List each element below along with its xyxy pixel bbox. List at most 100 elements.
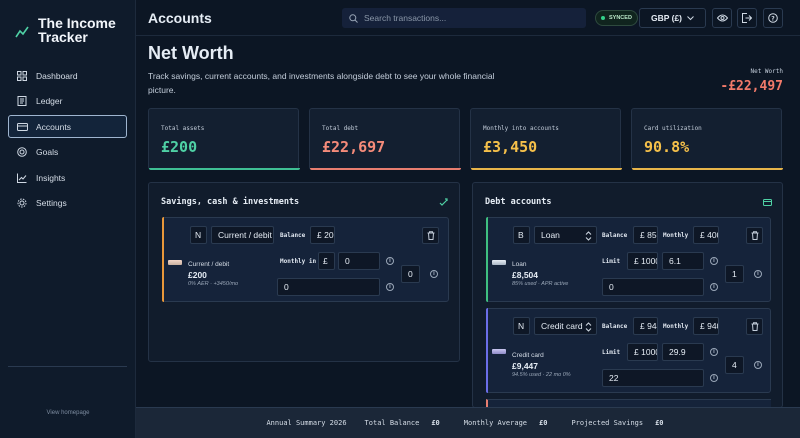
toggle-visibility-button[interactable]: [712, 8, 732, 28]
account-amount: £9,447: [512, 361, 538, 371]
currency-symbol: £: [634, 347, 639, 357]
info-icon[interactable]: i: [710, 257, 718, 265]
account-type-value: Loan: [541, 230, 560, 240]
info-icon[interactable]: i: [710, 374, 718, 382]
sidebar-item-settings[interactable]: Settings: [8, 192, 127, 215]
monthly-currency-box[interactable]: £: [318, 252, 335, 270]
account-type-select[interactable]: Loan: [534, 226, 597, 244]
panel-title: Savings, cash & investments: [161, 197, 300, 207]
gear-icon: [16, 197, 28, 209]
monthly-in-input[interactable]: 0: [338, 252, 380, 270]
balance-input[interactable]: £ 9447: [633, 317, 658, 335]
sidebar-item-accounts[interactable]: Accounts: [8, 115, 127, 138]
account-card-icon: [492, 260, 506, 265]
total-balance-value: £0: [431, 419, 440, 427]
sidebar-item-label: Insights: [36, 172, 66, 183]
currency-value: GBP (£): [650, 13, 683, 23]
monthly-input[interactable]: £ 940: [693, 317, 719, 335]
stat-value: £3,450: [483, 138, 538, 156]
ledger-icon: [16, 95, 28, 107]
sidebar-item-label: Goals: [36, 147, 59, 157]
account-color-stripe: [486, 217, 488, 302]
account-color-stripe: [486, 308, 488, 393]
sync-status-text: SYNCED: [609, 15, 632, 21]
account-color-stripe: [162, 217, 164, 302]
target-icon: [16, 146, 28, 158]
delete-account-button[interactable]: [422, 227, 439, 244]
savings-panel: Savings, cash & investments N Current / …: [148, 182, 460, 362]
search-input[interactable]: [364, 13, 564, 23]
info-icon[interactable]: i: [710, 283, 718, 291]
side-value-input[interactable]: 1: [725, 265, 744, 283]
sidebar-item-label: Accounts: [36, 121, 71, 132]
limit-label: Limit: [602, 258, 621, 265]
svg-text:?: ?: [771, 15, 775, 22]
monthly-average-label: Monthly Average: [463, 419, 527, 427]
account-type-name: Loan: [512, 261, 527, 268]
stat-card-card-utilization: Card utilization 90.8%: [631, 108, 783, 170]
sidebar-item-label: Settings: [36, 198, 67, 208]
info-icon[interactable]: i: [754, 361, 762, 369]
chart-icon: [16, 172, 28, 184]
delete-account-button[interactable]: [746, 318, 763, 335]
account-type-value: Current / debit: [218, 230, 272, 240]
side-value-input[interactable]: 0: [401, 265, 420, 283]
trash-icon: [751, 231, 758, 240]
balance-input[interactable]: £ 8504: [633, 226, 658, 244]
stat-accent-bar: [149, 168, 300, 170]
currency-select[interactable]: GBP (£): [639, 8, 706, 28]
info-icon[interactable]: i: [754, 270, 762, 278]
total-balance: Total Balance £0: [359, 419, 446, 427]
currency-symbol: £: [640, 230, 645, 240]
rate-input[interactable]: 0: [277, 278, 380, 296]
info-icon[interactable]: i: [710, 348, 718, 356]
monthly-value: 940: [707, 321, 718, 331]
sidebar-item-label: Dashboard: [36, 70, 78, 81]
trash-icon: [751, 322, 758, 331]
account-note: 94.5% used · 22 mo 0%: [512, 372, 571, 378]
debt-panel: Debt accounts B Loan Balance £ 8504 Mont…: [472, 182, 783, 409]
balance-input[interactable]: £ 200: [310, 226, 335, 244]
refresh-icon[interactable]: [438, 197, 448, 207]
apr-input[interactable]: 29.9: [662, 343, 704, 361]
monthly-input[interactable]: £ 400: [693, 226, 719, 244]
apr-input[interactable]: 6.1: [662, 252, 704, 270]
account-initial-input[interactable]: B: [513, 226, 530, 244]
info-icon[interactable]: i: [386, 257, 394, 265]
balance-value: 8504: [647, 230, 657, 240]
sidebar-item-goals[interactable]: Goals: [8, 141, 127, 164]
sign-out-button[interactable]: [737, 8, 757, 28]
brand[interactable]: The Income Tracker: [14, 16, 128, 44]
sidebar-item-ledger[interactable]: Ledger: [8, 90, 127, 113]
app-title: The Income Tracker: [38, 15, 116, 45]
search-icon: [349, 13, 358, 23]
monthly-average-value: £0: [539, 419, 548, 427]
account-initial-input[interactable]: N: [190, 226, 207, 244]
info-icon[interactable]: i: [430, 270, 438, 278]
promo-months-input[interactable]: 0: [602, 278, 704, 296]
limit-input[interactable]: £ 10000: [627, 252, 658, 270]
account-note: 0% AER · +3450/mo: [188, 281, 239, 287]
help-button[interactable]: ?: [763, 8, 783, 28]
summary-label: Annual Summary 2026: [266, 419, 347, 427]
currency-symbol: £: [700, 321, 705, 331]
sidebar-item-label: Ledger: [36, 96, 63, 106]
promo-months-input[interactable]: 22: [602, 369, 704, 387]
credit-card-icon[interactable]: [762, 197, 772, 207]
sidebar-item-insights[interactable]: Insights: [8, 166, 127, 189]
chevron-down-icon: [585, 322, 592, 332]
currency-symbol: £: [700, 230, 705, 240]
account-type-select[interactable]: Current / debit: [211, 226, 274, 244]
info-icon[interactable]: i: [386, 283, 394, 291]
limit-value: 10000: [641, 256, 657, 266]
search-box[interactable]: [342, 8, 586, 28]
account-amount: £200: [188, 270, 207, 280]
sidebar-item-dashboard[interactable]: Dashboard: [8, 64, 127, 87]
side-value-input[interactable]: 4: [725, 356, 744, 374]
account-type-select[interactable]: Credit card: [534, 317, 597, 335]
stat-card-total-assets: Total assets £200: [148, 108, 300, 170]
delete-account-button[interactable]: [746, 227, 763, 244]
account-initial-input[interactable]: N: [513, 317, 530, 335]
limit-input[interactable]: £ 10000: [627, 343, 658, 361]
view-homepage-link[interactable]: View homepage: [46, 410, 90, 416]
